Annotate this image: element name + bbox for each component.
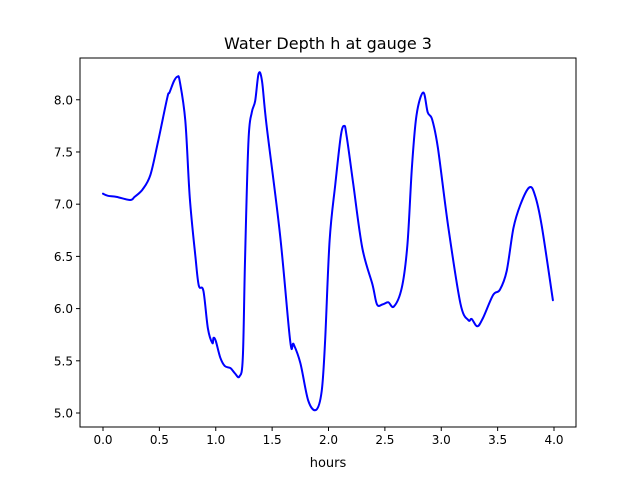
axes-frame bbox=[79, 57, 577, 428]
x-tick-label: 2.5 bbox=[375, 433, 394, 447]
y-tick-label: 8.0 bbox=[54, 93, 73, 107]
x-tick-label: 0.0 bbox=[93, 433, 112, 447]
y-tick-label: 5.5 bbox=[54, 354, 73, 368]
x-tick-label: 3.0 bbox=[432, 433, 451, 447]
x-tick-label: 3.5 bbox=[488, 433, 507, 447]
x-tick-label: 2.0 bbox=[319, 433, 338, 447]
y-tick-label: 7.0 bbox=[54, 198, 73, 212]
x-tick-label: 0.5 bbox=[150, 433, 169, 447]
x-axis-label: hours bbox=[310, 456, 347, 471]
x-tick-label: 1.5 bbox=[263, 433, 282, 447]
y-tick-label: 6.5 bbox=[54, 250, 73, 264]
chart-title: Water Depth h at gauge 3 bbox=[224, 34, 432, 53]
y-tick-label: 6.0 bbox=[54, 302, 73, 316]
series-line-h bbox=[102, 71, 554, 412]
y-tick-label: 5.0 bbox=[54, 407, 73, 421]
x-tick-label: 1.0 bbox=[206, 433, 225, 447]
x-axis: 0.0 0.5 1.0 1.5 2.0 2.5 3.0 3.5 4.0 bbox=[93, 427, 564, 447]
plot-area bbox=[102, 71, 554, 412]
y-tick-label: 7.5 bbox=[54, 145, 73, 159]
x-tick-label: 4.0 bbox=[544, 433, 563, 447]
y-axis: 5.0 5.5 6.0 6.5 7.0 7.5 8.0 bbox=[54, 93, 80, 421]
